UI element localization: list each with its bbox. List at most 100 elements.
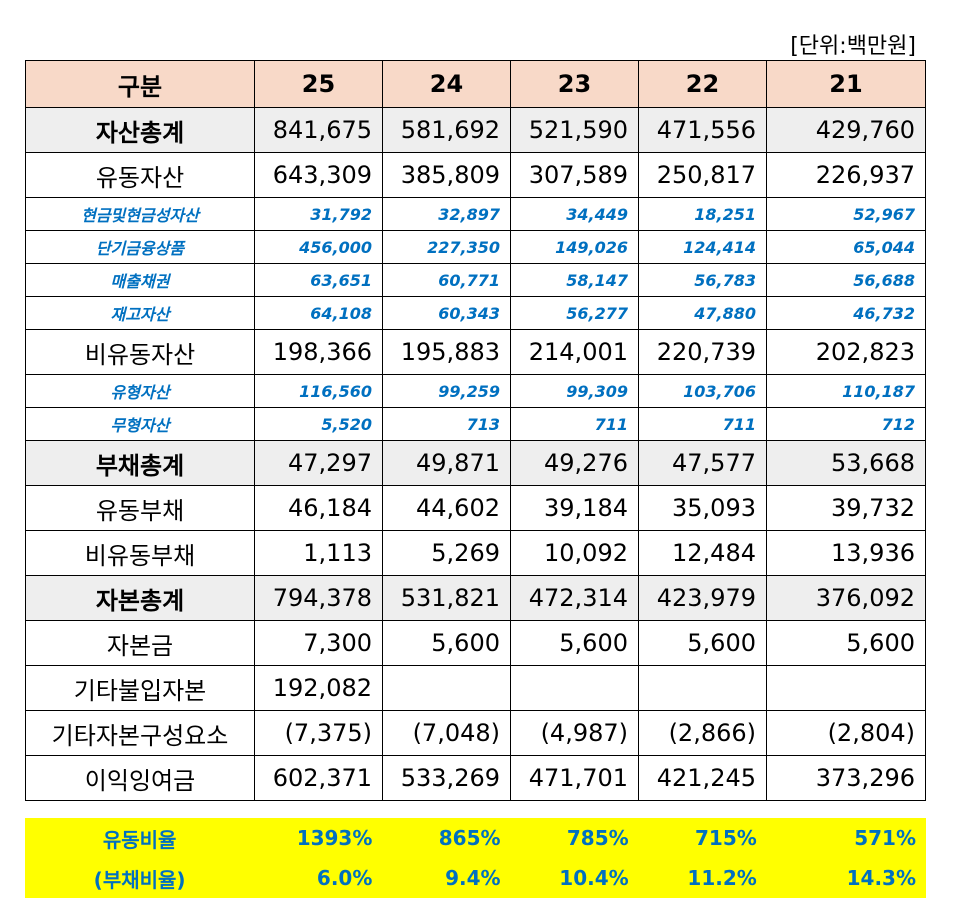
total-row: 부채총계 47,297 49,871 49,276 47,577 53,668 (25, 440, 926, 486)
value-cell: 65,044 (766, 230, 926, 264)
header-cell-year: 24 (382, 60, 511, 108)
value-cell: 47,880 (638, 296, 767, 330)
value-cell: (2,804) (766, 710, 926, 756)
value-cell: 44,602 (382, 485, 511, 531)
value-cell: (7,048) (382, 710, 511, 756)
value-cell: 124,414 (638, 230, 767, 264)
row-label: 재고자산 (25, 296, 255, 330)
value-cell: 31,792 (254, 197, 383, 231)
table-row: 비유동부채 1,113 5,269 10,092 12,484 13,936 (25, 530, 926, 576)
ratio-value: 1393% (296, 826, 373, 850)
value-cell: 116,560 (254, 374, 383, 408)
value-cell: 250,817 (638, 152, 767, 198)
sub-row: 유형자산 116,560 99,259 99,309 103,706 110,187 (25, 374, 926, 408)
header-cell-year: 22 (638, 60, 767, 108)
value-cell: 103,706 (638, 374, 767, 408)
value-cell: 56,688 (766, 263, 926, 297)
value-cell: 7,300 (254, 620, 383, 666)
sub-row: 단기금융상품 456,000 227,350 149,026 124,414 65,044 (25, 230, 926, 264)
ratio-row: 유동비율 1393% 865% 785% 715% 571% (25, 818, 926, 858)
value-cell: 99,259 (382, 374, 511, 408)
value-cell: 56,783 (638, 263, 767, 297)
value-cell: 32,897 (382, 197, 511, 231)
value-cell: 421,245 (638, 755, 767, 801)
value-cell: 214,001 (510, 329, 639, 375)
table-row: 유동부채 46,184 44,602 39,184 35,093 39,732 (25, 485, 926, 531)
value-cell: 643,309 (254, 152, 383, 198)
value-cell (766, 665, 926, 711)
value-cell: 34,449 (510, 197, 639, 231)
value-cell: (2,866) (638, 710, 767, 756)
value-cell: 794,378 (254, 575, 383, 621)
table-row: 기타불입자본 192,082 (25, 665, 926, 711)
ratio-value: 785% (566, 826, 629, 850)
ratio-row: (부채비율) 6.0% 9.4% 10.4% 11.2% 14.3% (25, 858, 926, 898)
ratio-table: 유동비율 1393% 865% 785% 715% 571% (부채비율) 6.0% 9.4% 1… (25, 818, 926, 898)
value-cell (382, 665, 511, 711)
value-cell: 1,113 (254, 530, 383, 576)
value-cell: 110,187 (766, 374, 926, 408)
table-row: 기타자본구성요소 (7,375) (7,048) (4,987) (2,866) (2,8… (25, 710, 926, 756)
row-label: 단기금융상품 (25, 230, 255, 264)
row-label: 무형자산 (25, 407, 255, 441)
value-cell: 712 (766, 407, 926, 441)
value-cell: 53,668 (766, 440, 926, 486)
total-row: 자본총계 794,378 531,821 472,314 423,979 376,092 (25, 575, 926, 621)
value-cell: 602,371 (254, 755, 383, 801)
value-cell: 531,821 (382, 575, 511, 621)
value-cell: 12,484 (638, 530, 767, 576)
unit-label: [단위:백만원] (790, 34, 916, 59)
row-label: 유형자산 (25, 374, 255, 408)
value-cell: 471,701 (510, 755, 639, 801)
balance-sheet-body: 구분 25 24 23 22 21 자산총계 841,675 581,692 521,… (25, 60, 926, 801)
ratio-value: 10.4% (559, 866, 629, 890)
value-cell: 198,366 (254, 329, 383, 375)
value-cell: 149,026 (510, 230, 639, 264)
total-row: 자산총계 841,675 581,692 521,590 471,556 429,760 (25, 107, 926, 153)
value-cell: 60,771 (382, 263, 511, 297)
value-cell: 581,692 (382, 107, 511, 153)
value-cell: 227,350 (382, 230, 511, 264)
table-row: 이익잉여금 602,371 533,269 471,701 421,245 373,296 (25, 755, 926, 801)
value-cell: 5,600 (382, 620, 511, 666)
value-cell: 5,269 (382, 530, 511, 576)
table-row: 자본금 7,300 5,600 5,600 5,600 5,600 (25, 620, 926, 666)
value-cell: 226,937 (766, 152, 926, 198)
value-cell: 533,269 (382, 755, 511, 801)
value-cell: 429,760 (766, 107, 926, 153)
value-cell: 307,589 (510, 152, 639, 198)
value-cell: 5,600 (766, 620, 926, 666)
row-label: 비유동부채 (25, 530, 255, 576)
value-cell: 5,600 (638, 620, 767, 666)
value-cell: 472,314 (510, 575, 639, 621)
value-cell: 58,147 (510, 263, 639, 297)
value-cell: 52,967 (766, 197, 926, 231)
value-cell: 5,600 (510, 620, 639, 666)
ratio-value: 715% (695, 826, 757, 850)
row-label: 유동부채 (25, 485, 255, 531)
value-cell: 99,309 (510, 374, 639, 408)
row-label: 기타불입자본 (25, 665, 255, 711)
value-cell: 47,577 (638, 440, 767, 486)
value-cell: 60,343 (382, 296, 511, 330)
value-cell (510, 665, 639, 711)
row-label: 부채총계 (25, 440, 255, 486)
value-cell: 195,883 (382, 329, 511, 375)
ratio-value: 6.0% (316, 866, 373, 890)
value-cell: 47,297 (254, 440, 383, 486)
value-cell: 46,184 (254, 485, 383, 531)
sub-row: 매출채권 63,651 60,771 58,147 56,783 56,688 (25, 263, 926, 297)
value-cell: 63,651 (254, 263, 383, 297)
value-cell: 13,936 (766, 530, 926, 576)
value-cell: 192,082 (254, 665, 383, 711)
row-label: 현금및현금성자산 (25, 197, 255, 231)
value-cell: 18,251 (638, 197, 767, 231)
value-cell: 373,296 (766, 755, 926, 801)
value-cell: 56,277 (510, 296, 639, 330)
ratio-value: 11.2% (687, 866, 757, 890)
value-cell: (7,375) (254, 710, 383, 756)
value-cell: 39,184 (510, 485, 639, 531)
row-label: 유동자산 (25, 152, 255, 198)
value-cell: 711 (638, 407, 767, 441)
row-label: 자본금 (25, 620, 255, 666)
